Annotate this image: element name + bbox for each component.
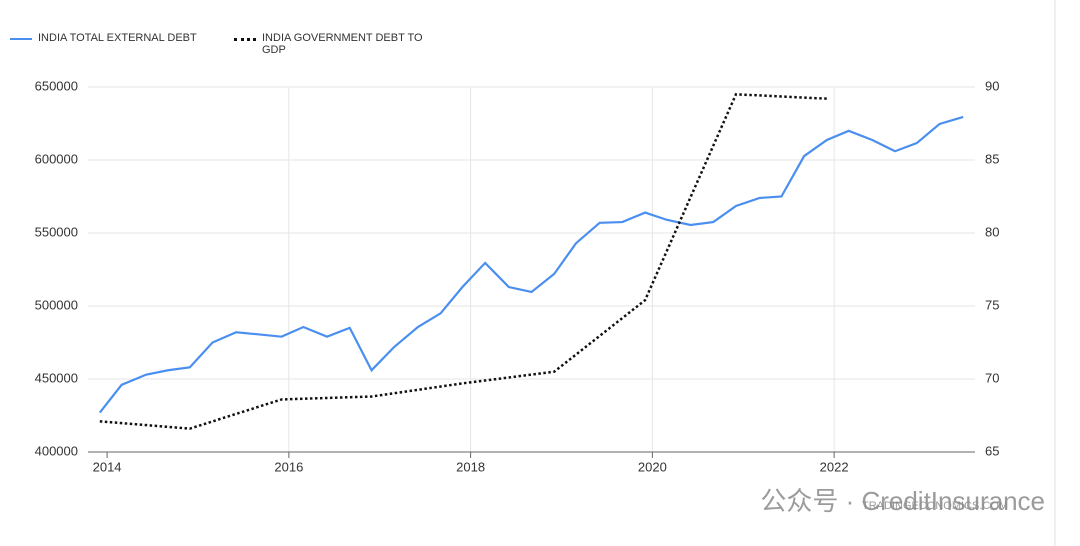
y-tick-label: 450000 (35, 370, 78, 385)
series-line (98, 115, 964, 414)
legend-swatch (10, 38, 32, 40)
y2-tick-label: 70 (985, 370, 999, 385)
legend-item: INDIA GOVERNMENT DEBT TO GDP (234, 32, 447, 56)
y-tick-label: 600000 (35, 151, 78, 166)
y2-tick-label: 65 (985, 443, 999, 458)
y-tick-label: 400000 (35, 443, 78, 458)
y2-tick-label: 85 (985, 151, 999, 166)
series-line (99, 93, 827, 430)
x-tick-label: 2014 (93, 459, 122, 474)
x-tick-label: 2016 (274, 459, 303, 474)
legend-swatch (234, 38, 256, 41)
wechat-watermark: 公众号 · CreditInsurance (760, 486, 1045, 516)
y-tick-label: 650000 (35, 78, 78, 93)
y2-tick-label: 90 (985, 78, 999, 93)
legend-label: INDIA TOTAL EXTERNAL DEBT (38, 32, 197, 44)
source-watermark: TRADINGECONOMICS.COM (862, 500, 1008, 512)
x-tick-label: 2018 (456, 459, 485, 474)
legend-label: INDIA GOVERNMENT DEBT TO GDP (262, 32, 423, 56)
y-tick-label: 550000 (35, 224, 78, 239)
y2-tick-label: 75 (985, 297, 999, 312)
legend-item: INDIA TOTAL EXTERNAL DEBT (10, 32, 197, 44)
x-tick-label: 2022 (820, 459, 849, 474)
y-tick-label: 500000 (35, 297, 78, 312)
x-tick-label: 2020 (638, 459, 667, 474)
y2-tick-label: 80 (985, 224, 999, 239)
